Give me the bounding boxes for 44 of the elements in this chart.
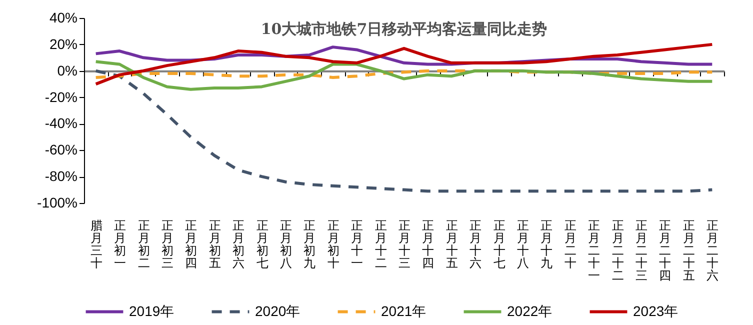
x-tick-label: 正月十六 bbox=[470, 218, 482, 270]
y-tick-label: -60% bbox=[44, 142, 78, 158]
x-tick-label: 正月二十 bbox=[564, 218, 576, 270]
legend-label: 2019年 bbox=[129, 302, 174, 319]
x-tick-label: 正月二十五 bbox=[682, 218, 695, 282]
x-tick-label: 正月二十四 bbox=[659, 218, 672, 282]
y-tick-label: -20% bbox=[44, 88, 78, 105]
x-tick-label: 正月十五 bbox=[446, 218, 458, 270]
y-tick-label: -100% bbox=[37, 194, 78, 210]
x-tick-label: 正月十八 bbox=[517, 218, 530, 270]
x-tick-label: 正月二十六 bbox=[706, 218, 719, 282]
line-series bbox=[94, 42, 714, 86]
x-tick-label: 正月二十二 bbox=[612, 218, 624, 282]
x-tick-label: 正月初二 bbox=[138, 218, 150, 270]
x-tick-label: 正月初五 bbox=[208, 218, 221, 270]
x-tick-label: 正月二十三 bbox=[636, 218, 648, 282]
legend-label: 2021年 bbox=[381, 302, 426, 319]
legend-label: 2020年 bbox=[255, 302, 300, 319]
x-tick-label: 正月初七 bbox=[256, 218, 268, 270]
y-tick-label: -80% bbox=[44, 168, 78, 184]
x-tick-label: 正月初十 bbox=[327, 218, 340, 270]
y-tick-label: -40% bbox=[44, 115, 78, 132]
x-tick-label: 正月十三 bbox=[398, 218, 410, 270]
line-series bbox=[94, 69, 714, 193]
line-series bbox=[94, 60, 714, 91]
x-tick-label: 正月十四 bbox=[422, 218, 434, 270]
x-tick-label: 正月初三 bbox=[161, 218, 174, 270]
x-tick-label: 正月初一 bbox=[114, 218, 126, 270]
x-tick-label: 正月初六 bbox=[232, 218, 245, 270]
y-tick-label: 0% bbox=[57, 62, 78, 78]
chart-title: 10大城市地铁7日移动平均客运量同比走势 bbox=[260, 20, 548, 38]
y-tick-label: 40% bbox=[49, 10, 78, 26]
x-tick-label: 正月初四 bbox=[185, 218, 198, 270]
x-tick-label: 正月十二 bbox=[374, 218, 387, 270]
x-tick-label: 腊月三十 bbox=[90, 218, 102, 270]
x-tick-label: 正月十一 bbox=[351, 218, 364, 270]
x-tick-label: 正月初九 bbox=[304, 218, 316, 270]
x-tick-label: 正月二十一 bbox=[588, 218, 600, 282]
legend-label: 2022年 bbox=[507, 302, 552, 319]
x-tick-label: 正月十七 bbox=[493, 218, 506, 270]
legend-label: 2023年 bbox=[633, 302, 678, 319]
x-tick-label: 正月初八 bbox=[280, 218, 292, 270]
y-tick-label: 20% bbox=[49, 36, 78, 52]
x-tick-label: 正月十九 bbox=[540, 218, 553, 270]
